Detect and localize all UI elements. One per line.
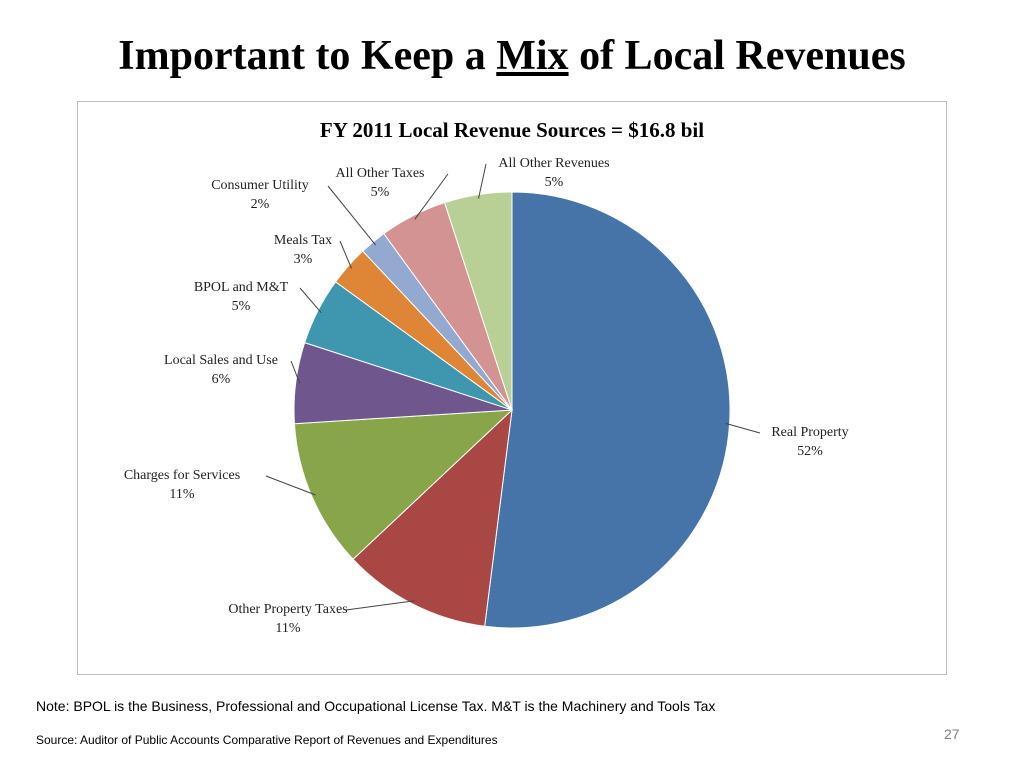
slide-title: Important to Keep a Mix of Local Revenue… <box>0 32 1024 80</box>
page-number: 27 <box>944 726 960 742</box>
slice-label: Local Sales and Use <box>164 353 278 368</box>
leader-line <box>725 422 761 434</box>
pie-slice-all-other-revenues <box>443 191 513 411</box>
slice-percent-label: 2% <box>251 197 270 212</box>
slice-label: Meals Tax <box>274 233 332 248</box>
slice-label: BPOL and M&T <box>194 280 289 295</box>
slice-percent-label: 11% <box>275 621 300 636</box>
slice-label: All Other Taxes <box>336 166 425 181</box>
leader-line <box>414 173 449 220</box>
slice-percent-label: 5% <box>232 299 251 314</box>
leader-line <box>478 163 487 199</box>
slice-percent-label: 3% <box>294 252 313 267</box>
leader-line <box>327 185 376 246</box>
slice-label: Other Property Taxes <box>228 602 347 617</box>
slice-percent-label: 5% <box>545 175 564 190</box>
slice-label: Real Property <box>771 425 848 440</box>
slide-title-end: of Local Revenues <box>568 33 906 79</box>
pie-chart: FY 2011 Local Revenue Sources = $16.8 bi… <box>124 118 849 636</box>
pie-chart-frame: FY 2011 Local Revenue Sources = $16.8 bi… <box>77 101 947 675</box>
chart-title: FY 2011 Local Revenue Sources = $16.8 bi… <box>320 118 704 142</box>
footnote: Note: BPOL is the Business, Professional… <box>36 698 716 714</box>
slice-percent-label: 52% <box>797 444 823 459</box>
slide-title-start: Important to Keep a <box>118 33 497 79</box>
slice-label: Consumer Utility <box>211 178 309 193</box>
source-note: Source: Auditor of Public Accounts Compa… <box>36 733 498 747</box>
pie-slice-charges-for-services <box>293 409 514 560</box>
pie-labels: Real Property 52% Other Property Taxes 11% C… <box>124 156 849 636</box>
leader-line <box>265 475 316 496</box>
leader-line <box>339 240 352 269</box>
slide-title-mix: Mix <box>496 33 569 79</box>
slice-label: All Other Revenues <box>498 156 609 171</box>
leader-line <box>290 360 301 384</box>
slice-percent-label: 11% <box>169 487 194 502</box>
slice-percent-label: 6% <box>212 372 231 387</box>
slice-label: Charges for Services <box>124 468 240 483</box>
pie-slice-other-property-taxes <box>352 408 513 627</box>
slice-percent-label: 5% <box>371 185 390 200</box>
leader-line <box>345 600 415 611</box>
pie-slices <box>293 191 731 629</box>
pie-slice-real-property <box>484 191 731 629</box>
leader-line <box>299 287 322 314</box>
